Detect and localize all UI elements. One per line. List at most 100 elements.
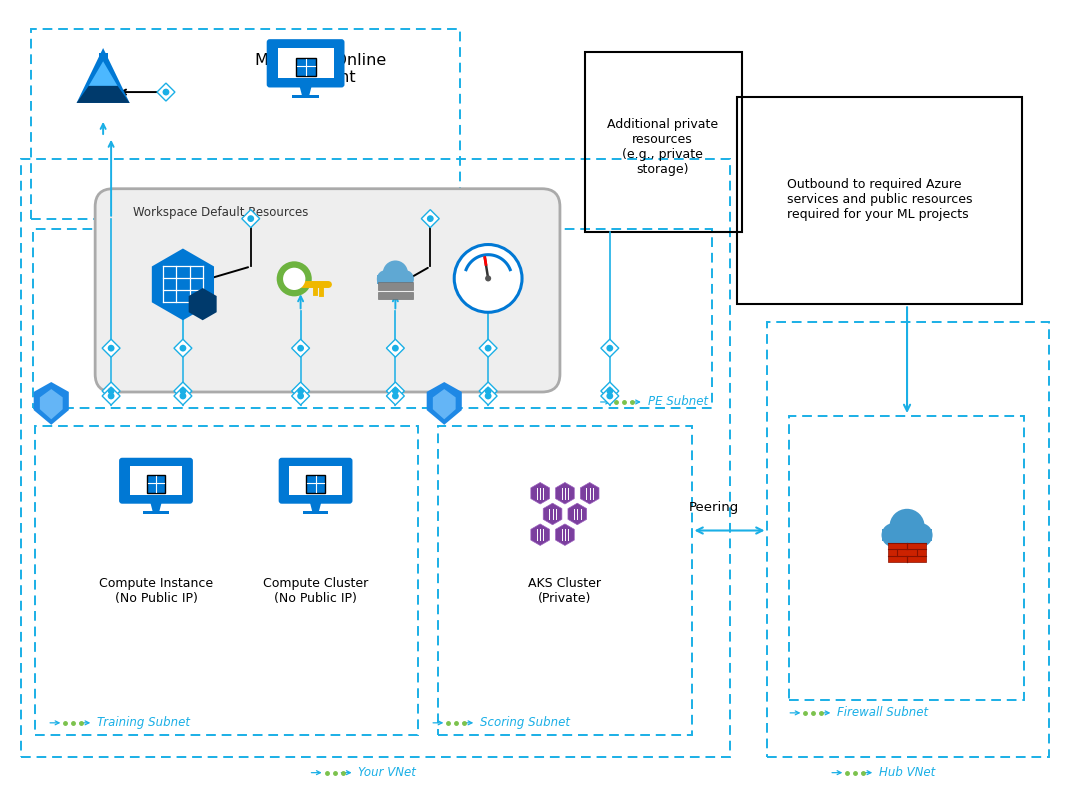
Circle shape bbox=[606, 345, 613, 351]
Circle shape bbox=[180, 392, 186, 399]
Text: Additional private
resources
(e.g., private
storage): Additional private resources (e.g., priv… bbox=[607, 118, 718, 176]
Circle shape bbox=[297, 345, 304, 351]
Text: Compute Cluster
(No Public IP): Compute Cluster (No Public IP) bbox=[263, 578, 369, 605]
Bar bbox=[33, 229, 712, 408]
Polygon shape bbox=[386, 382, 404, 400]
Polygon shape bbox=[76, 86, 130, 103]
Circle shape bbox=[276, 261, 312, 296]
Polygon shape bbox=[427, 382, 462, 424]
Polygon shape bbox=[291, 387, 310, 405]
Bar bbox=[31, 29, 460, 219]
Polygon shape bbox=[310, 501, 321, 511]
Bar bbox=[289, 466, 342, 495]
Polygon shape bbox=[242, 210, 260, 228]
FancyBboxPatch shape bbox=[278, 457, 353, 504]
FancyBboxPatch shape bbox=[267, 39, 344, 87]
Bar bbox=[888, 543, 927, 562]
Polygon shape bbox=[189, 288, 217, 320]
Polygon shape bbox=[102, 340, 120, 357]
Bar bbox=[883, 529, 932, 542]
Polygon shape bbox=[174, 387, 192, 405]
Circle shape bbox=[392, 345, 399, 351]
FancyBboxPatch shape bbox=[119, 457, 192, 504]
Circle shape bbox=[882, 523, 905, 547]
Bar bbox=[35, 426, 418, 735]
Circle shape bbox=[606, 392, 613, 399]
Circle shape bbox=[455, 244, 522, 312]
Polygon shape bbox=[89, 61, 117, 86]
Circle shape bbox=[485, 345, 491, 351]
Circle shape bbox=[108, 387, 115, 395]
FancyBboxPatch shape bbox=[146, 476, 166, 493]
Polygon shape bbox=[174, 382, 192, 400]
Polygon shape bbox=[157, 83, 175, 101]
Text: Your VNet: Your VNet bbox=[358, 766, 416, 779]
Polygon shape bbox=[102, 382, 120, 400]
Circle shape bbox=[485, 392, 491, 399]
Polygon shape bbox=[386, 387, 404, 405]
Bar bbox=[303, 511, 329, 514]
Bar bbox=[22, 159, 730, 757]
Circle shape bbox=[180, 387, 186, 395]
Text: Hub VNet: Hub VNet bbox=[879, 766, 935, 779]
Text: Firewall Subnet: Firewall Subnet bbox=[837, 707, 929, 719]
FancyBboxPatch shape bbox=[96, 189, 560, 392]
Circle shape bbox=[485, 387, 491, 395]
Circle shape bbox=[297, 387, 304, 395]
Text: Workspace Default Resources: Workspace Default Resources bbox=[133, 206, 309, 219]
Bar bbox=[277, 48, 333, 79]
Polygon shape bbox=[601, 387, 619, 405]
Text: Training Subnet: Training Subnet bbox=[97, 716, 190, 729]
Polygon shape bbox=[76, 48, 130, 103]
Polygon shape bbox=[601, 340, 619, 357]
Polygon shape bbox=[479, 387, 497, 405]
Text: Compute Instance
(No Public IP): Compute Instance (No Public IP) bbox=[99, 578, 213, 605]
Circle shape bbox=[247, 215, 254, 222]
Bar bbox=[439, 426, 691, 735]
Text: Peering: Peering bbox=[688, 501, 739, 513]
Circle shape bbox=[392, 392, 399, 399]
Bar bbox=[737, 97, 1021, 304]
Circle shape bbox=[889, 509, 924, 544]
Bar bbox=[378, 292, 413, 299]
Bar bbox=[585, 52, 743, 232]
Bar bbox=[143, 511, 169, 514]
Polygon shape bbox=[386, 340, 404, 357]
Bar bbox=[768, 322, 1049, 757]
Text: Managed Online
Endpoint: Managed Online Endpoint bbox=[255, 53, 386, 86]
Polygon shape bbox=[556, 483, 574, 504]
Circle shape bbox=[396, 270, 414, 288]
Bar bbox=[129, 466, 183, 495]
Polygon shape bbox=[601, 382, 619, 400]
Circle shape bbox=[297, 392, 304, 399]
Polygon shape bbox=[556, 524, 574, 545]
Polygon shape bbox=[568, 503, 587, 525]
Text: Outbound to required Azure
services and public resources
required for your ML pr: Outbound to required Azure services and … bbox=[787, 178, 973, 221]
Polygon shape bbox=[40, 389, 62, 419]
Circle shape bbox=[606, 387, 613, 395]
Polygon shape bbox=[543, 503, 562, 525]
Circle shape bbox=[180, 345, 186, 351]
FancyBboxPatch shape bbox=[306, 476, 325, 493]
Polygon shape bbox=[149, 501, 162, 511]
Text: Scoring Subnet: Scoring Subnet bbox=[481, 716, 570, 729]
Bar bbox=[377, 275, 413, 284]
Circle shape bbox=[392, 387, 399, 395]
Bar bbox=[789, 416, 1023, 700]
Text: AKS Cluster
(Private): AKS Cluster (Private) bbox=[529, 578, 601, 605]
Polygon shape bbox=[291, 382, 310, 400]
Circle shape bbox=[908, 523, 933, 547]
Bar bbox=[378, 282, 413, 290]
Polygon shape bbox=[479, 340, 497, 357]
Polygon shape bbox=[174, 340, 192, 357]
Bar bbox=[292, 95, 319, 98]
Circle shape bbox=[108, 345, 115, 351]
Circle shape bbox=[427, 215, 433, 222]
Polygon shape bbox=[299, 84, 312, 96]
Circle shape bbox=[485, 275, 491, 281]
Polygon shape bbox=[479, 382, 497, 400]
Circle shape bbox=[162, 89, 170, 95]
Polygon shape bbox=[33, 382, 69, 424]
Polygon shape bbox=[531, 524, 549, 545]
Polygon shape bbox=[102, 387, 120, 405]
